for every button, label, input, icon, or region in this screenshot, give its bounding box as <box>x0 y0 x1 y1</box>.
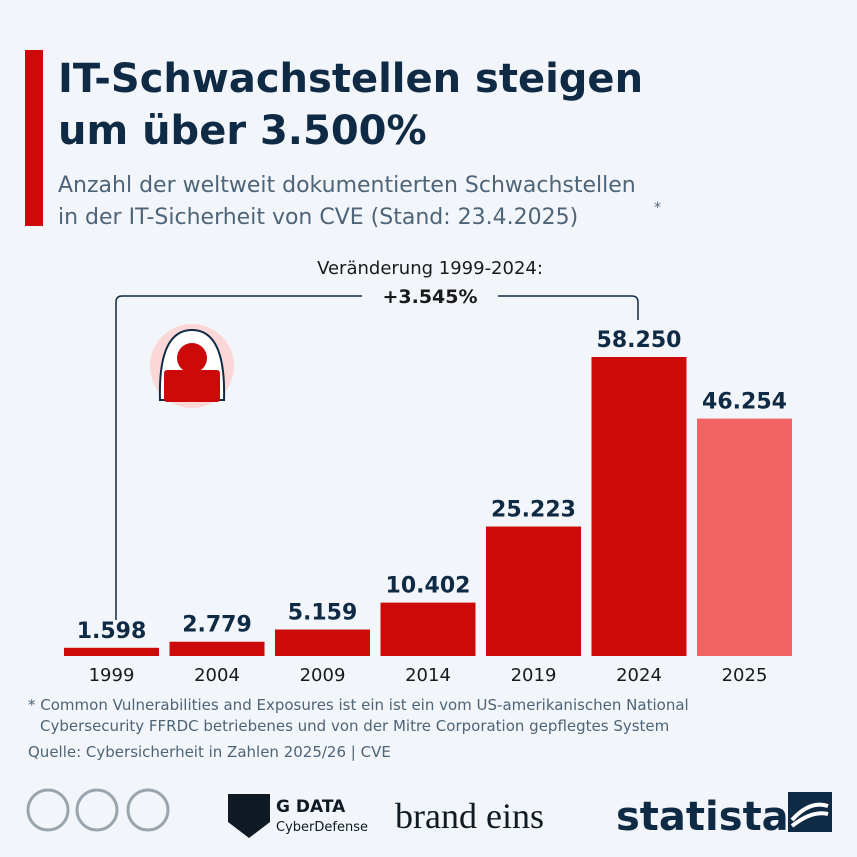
x-tick-label: 1999 <box>89 665 135 686</box>
statista-mark-lines <box>790 802 829 828</box>
x-tick-label: 2004 <box>194 665 240 686</box>
bracket <box>115 295 639 620</box>
license-icons <box>26 788 170 832</box>
value-label: 58.250 <box>597 328 682 353</box>
statista-logo: statista <box>616 794 789 840</box>
value-label: 1.598 <box>77 619 147 644</box>
bar <box>591 357 687 656</box>
bar <box>380 602 476 656</box>
chart-title: um über 3.500% <box>58 108 427 154</box>
value-label: 5.159 <box>288 601 358 626</box>
value-label: 25.223 <box>491 498 576 523</box>
bar <box>64 647 159 656</box>
plot-area: 1.598 1999 2.779 2004 5.159 2009 10.402 2014 25.… <box>64 328 792 686</box>
value-label: 46.254 <box>702 390 787 415</box>
x-tick-label: 2025 <box>722 665 768 686</box>
value-label: 2.779 <box>182 613 252 638</box>
gdata-sub: CyberDefense <box>276 820 368 835</box>
subtitle-marker: * <box>654 200 661 216</box>
footnote: * Common Vulnerabilities and Exposures i… <box>28 696 689 714</box>
source: Quelle: Cybersicherheit in Zahlen 2025/2… <box>28 743 391 761</box>
x-tick-label: 2019 <box>511 665 557 686</box>
bar <box>169 641 265 656</box>
title-accent <box>25 50 43 226</box>
brandeins-logo: brand eins <box>395 796 544 836</box>
gdata-logo: G DATA <box>276 797 346 817</box>
x-tick-label: 2009 <box>300 665 346 686</box>
footnote: Cybersecurity FFRDC betriebenes und von … <box>40 717 669 735</box>
value-label: 10.402 <box>386 574 471 599</box>
hacker-icon <box>150 324 234 408</box>
chart-title: IT-Schwachstellen steigen <box>58 56 643 102</box>
subtitle: Anzahl der weltweit dokumentierten Schwa… <box>58 173 636 198</box>
annotation-label: Veränderung 1999-2024: <box>317 258 543 279</box>
subtitle: in der IT-Sicherheit von CVE (Stand: 23.… <box>58 205 578 230</box>
gdata-shield <box>228 794 270 838</box>
x-tick-label: 2024 <box>616 665 662 686</box>
bar <box>275 629 370 656</box>
x-tick-label: 2014 <box>405 665 451 686</box>
bar <box>486 526 581 656</box>
bar <box>697 418 792 656</box>
annotation-value: +3.545% <box>382 286 477 308</box>
